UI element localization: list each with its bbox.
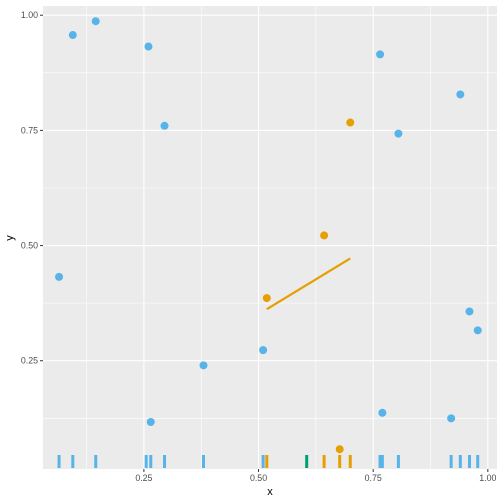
data-point — [456, 90, 465, 99]
x-tick-label: 0.25 — [135, 473, 152, 483]
data-point — [68, 31, 77, 40]
data-point — [262, 294, 271, 303]
y-axis: 0.25 0.50 0.75 1.00 — [21, 10, 43, 366]
data-point — [376, 50, 385, 59]
x-tick-label: 0.75 — [365, 473, 382, 483]
data-point — [144, 42, 153, 51]
x-tick-label: 0.50 — [250, 473, 267, 483]
data-point — [320, 231, 329, 240]
x-tick-label: 1.00 — [479, 473, 496, 483]
rug-marks — [57, 455, 480, 468]
data-point — [91, 17, 100, 26]
y-tick-label: 0.25 — [21, 356, 38, 366]
data-points — [55, 17, 482, 454]
fit-line — [266, 257, 351, 311]
y-axis-title: y — [4, 235, 16, 241]
data-point — [465, 307, 474, 316]
data-point — [199, 361, 208, 370]
plot-panel — [43, 6, 497, 469]
data-point — [378, 408, 387, 417]
data-point — [473, 326, 482, 335]
data-point — [160, 121, 169, 130]
x-axis-title: x — [267, 486, 273, 498]
data-point — [335, 445, 344, 454]
y-tick-label: 1.00 — [21, 10, 38, 20]
y-tick-label: 0.50 — [21, 241, 38, 251]
x-axis: 0.25 0.50 0.75 1.00 — [135, 469, 496, 483]
data-point — [447, 414, 456, 423]
data-point — [146, 418, 155, 427]
data-point — [394, 129, 403, 138]
major-gridlines — [43, 6, 497, 469]
minor-gridlines — [43, 6, 497, 469]
y-tick-label: 0.75 — [21, 125, 38, 135]
data-point — [346, 118, 355, 127]
data-point — [259, 346, 268, 355]
fit-lines — [266, 257, 351, 311]
data-point — [55, 272, 64, 281]
